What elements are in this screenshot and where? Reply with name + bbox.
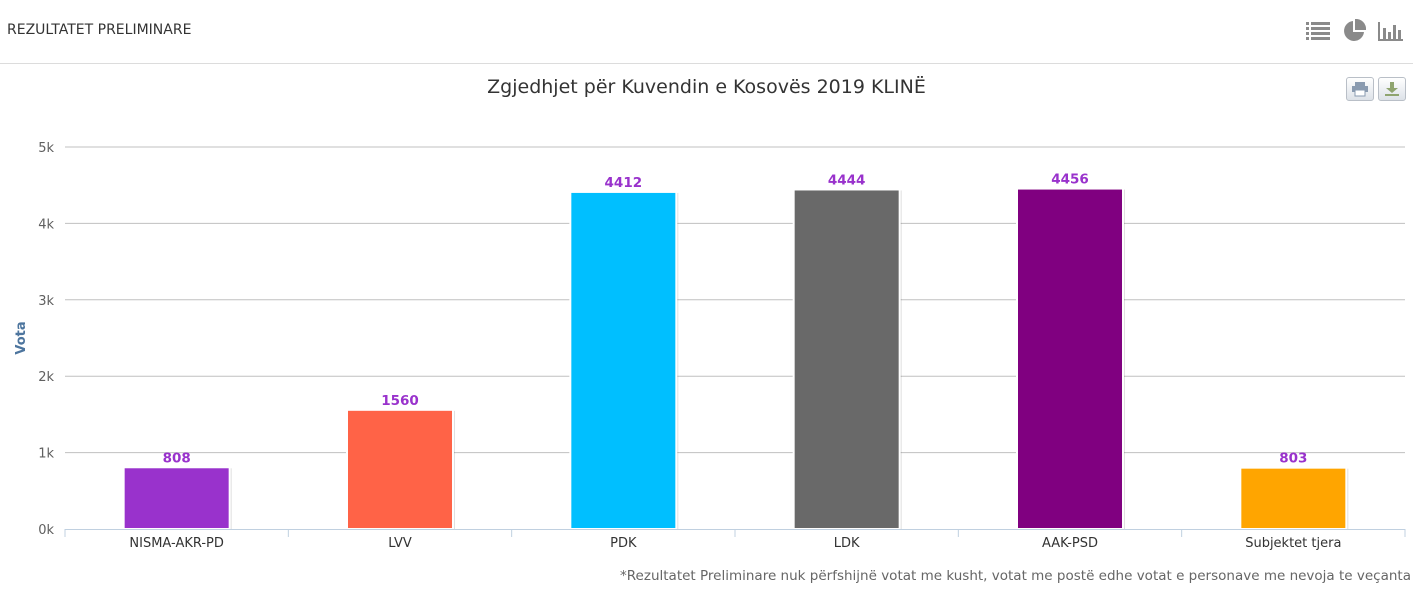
printer-icon <box>1352 82 1368 97</box>
footnote: *Rezultatet Preliminare nuk përfshijnë v… <box>620 568 1411 584</box>
y-tick-label: 2k <box>38 370 54 385</box>
print-button[interactable] <box>1346 77 1374 101</box>
bar-aak-psd[interactable] <box>1016 187 1124 530</box>
pie-chart-icon[interactable] <box>1341 19 1367 43</box>
bar-lvv[interactable] <box>346 408 454 531</box>
page-title: REZULTATET PRELIMINARE <box>7 22 192 38</box>
y-tick-label: 1k <box>38 447 54 462</box>
y-tick-label: 4k <box>38 217 54 232</box>
bar-nisma-akr-pd[interactable] <box>122 466 231 530</box>
y-tick-label: 0k <box>38 523 54 538</box>
bar-chart-icon[interactable] <box>1377 19 1403 43</box>
list-icon[interactable] <box>1305 19 1331 43</box>
data-label: 803 <box>1279 451 1307 467</box>
x-tick-label: LVV <box>388 536 412 551</box>
download-button[interactable] <box>1378 77 1406 101</box>
x-tick-label: AAK-PSD <box>1042 536 1098 551</box>
bar-subjektet-tjera[interactable] <box>1239 466 1348 530</box>
data-label: 4444 <box>828 172 866 188</box>
y-tick-label: 5k <box>38 141 54 156</box>
grid-lines <box>65 146 1405 454</box>
x-tick-label: PDK <box>610 536 637 551</box>
data-label: 1560 <box>381 393 419 409</box>
data-labels: 808 1560 4412 4444 4456 803 <box>163 172 1308 467</box>
x-axis: NISMA-AKR-PD LVV PDK LDK AAK-PSD Subjektet tj… <box>64 529 1406 551</box>
chart-title: Zgjedhjet për Kuvendin e Kosovës 2019 KL… <box>487 76 926 98</box>
x-tick-label: LDK <box>834 536 860 551</box>
x-tick-label: Subjektet tjera <box>1245 536 1341 551</box>
y-tick-label: 3k <box>38 294 54 309</box>
data-label: 4412 <box>605 175 643 191</box>
page-header: REZULTATET PRELIMINARE <box>0 0 1413 64</box>
y-axis-tick-labels: 0k 1k 2k 3k 4k 5k <box>38 141 54 538</box>
y-axis-title: Vota <box>14 321 29 354</box>
bar-ldk[interactable] <box>792 188 901 530</box>
view-switcher <box>1305 19 1403 43</box>
data-label: 808 <box>163 450 191 466</box>
bars <box>122 187 1349 531</box>
x-tick-label: NISMA-AKR-PD <box>129 536 224 551</box>
bar-pdk[interactable] <box>569 190 678 531</box>
data-label: 4456 <box>1051 172 1089 188</box>
download-icon <box>1385 82 1399 96</box>
export-buttons <box>1346 77 1406 101</box>
